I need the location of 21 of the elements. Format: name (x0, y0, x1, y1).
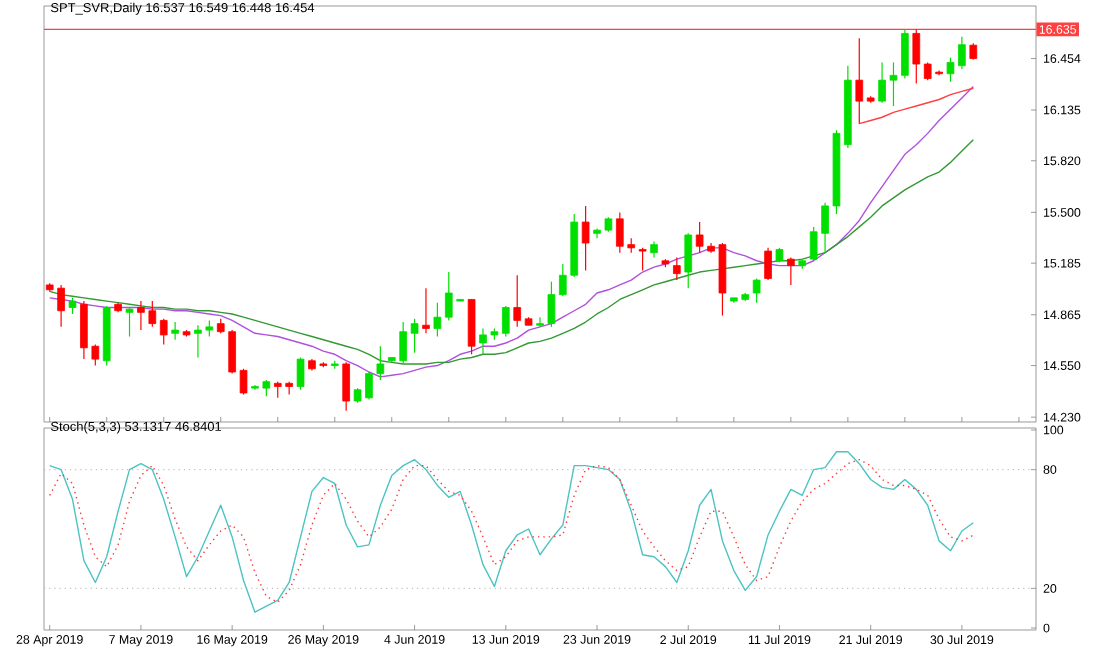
candlestick (912, 28, 921, 84)
candlestick (752, 277, 761, 304)
candlestick (342, 361, 350, 412)
candlestick (296, 356, 305, 391)
candlestick (422, 287, 430, 334)
line-series (858, 87, 974, 125)
candlestick (433, 302, 442, 338)
candlestick (171, 321, 179, 341)
candlestick (638, 247, 647, 272)
candlestick (855, 37, 864, 125)
candlestick (501, 305, 510, 338)
candlestick (410, 318, 419, 354)
candlestick (787, 256, 795, 286)
candlestick (125, 306, 134, 338)
candlestick (673, 256, 681, 281)
candlestick (159, 318, 168, 346)
candlestick (513, 274, 522, 328)
candlestick (764, 247, 772, 281)
candlestick (684, 232, 693, 289)
candlestick (581, 205, 590, 272)
candlestick (467, 298, 476, 355)
